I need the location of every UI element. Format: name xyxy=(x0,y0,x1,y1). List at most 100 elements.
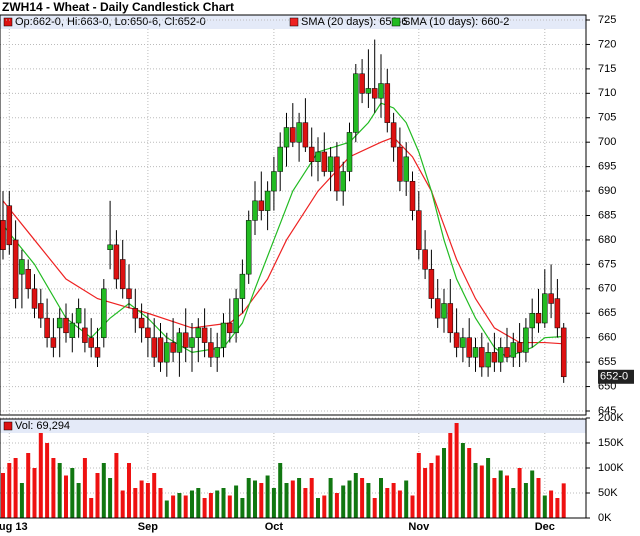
volume-bar xyxy=(76,483,81,518)
candle-body xyxy=(164,342,170,363)
candle-body xyxy=(44,317,50,338)
volume-bar xyxy=(542,495,547,518)
candle-body xyxy=(441,303,447,319)
y-tick-label: 700 xyxy=(598,136,616,148)
candle-body xyxy=(0,220,6,250)
volume-bar xyxy=(164,500,169,518)
volume-bar xyxy=(479,465,484,518)
volume-bar xyxy=(492,478,497,518)
volume-bar xyxy=(473,463,478,518)
y-tick-label: 695 xyxy=(598,161,616,173)
candle-body xyxy=(88,337,94,348)
candle-body xyxy=(189,337,195,348)
volume-bar xyxy=(536,478,541,518)
candle-body xyxy=(346,132,353,172)
last-price-label: 652-0 xyxy=(600,371,628,383)
candle-body xyxy=(258,200,265,211)
volume-bar xyxy=(555,498,560,518)
candle-body xyxy=(334,156,340,192)
plot-frame xyxy=(0,14,587,416)
volume-bar xyxy=(57,463,62,518)
volume-bar xyxy=(265,475,270,518)
candle-body xyxy=(472,347,479,358)
candle-body xyxy=(447,303,454,334)
y-tick-label: 660 xyxy=(598,332,616,344)
volume-bar xyxy=(290,480,295,518)
candle-body xyxy=(182,332,189,348)
candle-body xyxy=(434,298,441,319)
candle-body xyxy=(535,313,542,324)
volume-bar xyxy=(397,490,402,518)
legend-swatch xyxy=(391,17,401,27)
candle-body xyxy=(353,73,359,133)
volume-bar xyxy=(284,483,289,518)
candle-body xyxy=(390,122,397,148)
candle-body xyxy=(340,171,346,192)
volume-bar xyxy=(372,498,377,518)
y-tick-label: 655 xyxy=(598,356,616,368)
volume-bar xyxy=(322,495,327,518)
volume-bar xyxy=(435,455,440,518)
x-tick-label: Nov xyxy=(408,521,430,533)
volume-bar xyxy=(511,488,516,518)
candle-body xyxy=(252,200,258,221)
legend-text: SMA (10 days): 660-2 xyxy=(403,16,509,28)
volume-bar xyxy=(334,493,339,518)
candle-body xyxy=(523,327,529,353)
volume-bar xyxy=(303,488,308,518)
candle-body xyxy=(479,347,485,368)
last-price-box xyxy=(598,369,634,384)
candle-body xyxy=(516,342,523,353)
candle-body xyxy=(510,342,517,358)
x-tick-label: Sep xyxy=(138,521,158,533)
candle-body xyxy=(327,156,334,172)
candle-body xyxy=(290,127,296,143)
candle-body xyxy=(113,244,120,280)
candle-body xyxy=(302,122,309,148)
volume-bar xyxy=(208,493,213,518)
volume-bar xyxy=(259,483,264,518)
candle-body xyxy=(384,83,391,123)
candle-body xyxy=(321,151,328,172)
volume-bar xyxy=(347,480,352,518)
volume-bar xyxy=(120,490,125,518)
volume-bar xyxy=(51,458,56,518)
candle-body xyxy=(19,259,25,275)
candle-body xyxy=(94,347,101,358)
volume-bar xyxy=(38,433,43,518)
volume-bar xyxy=(316,498,320,518)
candle-body xyxy=(422,249,428,270)
candle-body xyxy=(227,322,233,334)
y-tick-label: 680 xyxy=(598,234,616,246)
candle-body xyxy=(315,151,321,162)
volume-bar xyxy=(108,478,113,518)
volume-bar xyxy=(460,443,465,518)
volume-bar xyxy=(19,483,24,518)
candle-body xyxy=(371,88,378,99)
candle-body xyxy=(277,146,283,172)
y-tick-label: 645 xyxy=(598,405,616,417)
candle-body xyxy=(529,313,535,329)
y-tick-label: 150K xyxy=(598,437,624,449)
y-tick-label: 720 xyxy=(598,38,616,50)
volume-bar xyxy=(328,478,333,518)
candle-body xyxy=(504,347,510,358)
volume-bar xyxy=(190,490,194,518)
volume-bar xyxy=(89,498,94,518)
volume-bar xyxy=(442,448,446,518)
volume-bar xyxy=(152,473,157,518)
candle-body xyxy=(75,308,82,324)
volume-bar xyxy=(467,448,472,518)
volume-bar xyxy=(366,483,371,518)
x-tick-label: Dec xyxy=(535,521,555,533)
volume-bar xyxy=(404,480,409,518)
volume-bar xyxy=(202,498,207,518)
volume-bar xyxy=(530,470,535,518)
candle-body xyxy=(151,337,157,358)
candle-body xyxy=(132,308,139,319)
candle-body xyxy=(271,171,277,192)
volume-bar xyxy=(454,423,459,518)
candle-body xyxy=(50,337,57,348)
candle-body xyxy=(359,73,365,94)
